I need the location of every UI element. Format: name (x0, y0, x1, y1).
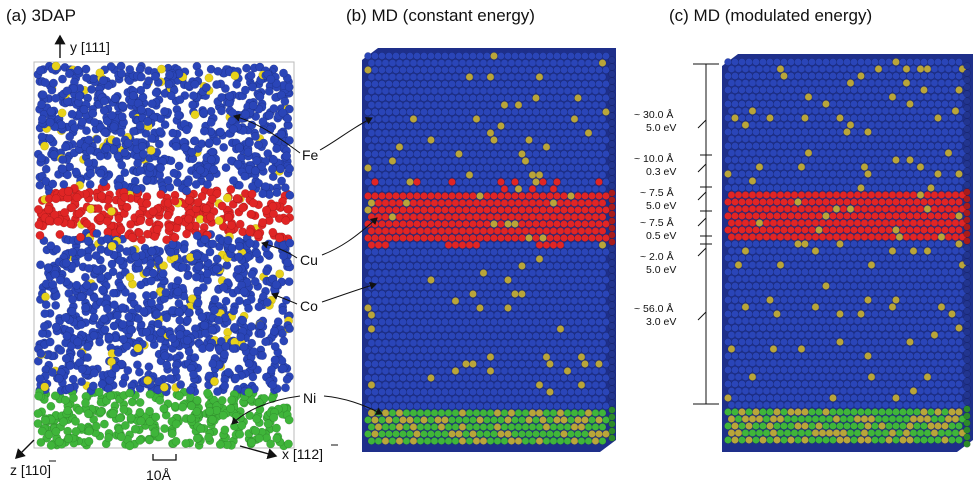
scale-bar-label: 10Å (146, 467, 172, 483)
x-axis-label: x [112] (282, 446, 323, 462)
layer-2-energy: 0.3 eV (646, 166, 676, 178)
layer-5-thickness: ~ 2.0 Å (640, 250, 674, 263)
layer-3-thickness: ~ 7.5 Å (640, 186, 674, 199)
panel-a-title: (a) 3DAP (6, 6, 76, 25)
z-axis-arrow (15, 439, 35, 459)
z-axis-label: z [110] (10, 462, 51, 478)
fe-label: Fe (302, 147, 319, 163)
scale-bar (152, 454, 177, 461)
layer-1-energy: 5.0 eV (646, 122, 676, 134)
panel-c-atom-block (722, 54, 973, 452)
layer-annotations: ~ 30.0 Å 5.0 eV ~ 10.0 Å 0.3 eV ~ 7.5 Å … (634, 108, 676, 328)
panel-c-title: (c) MD (modulated energy) (669, 6, 873, 25)
layer-6-energy: 3.0 eV (646, 316, 676, 328)
layer-3-energy: 5.0 eV (646, 200, 676, 212)
cu-label: Cu (300, 252, 318, 268)
layer-4-thickness: ~ 7.5 Å (640, 216, 674, 229)
layer-6-thickness: ~ 56.0 Å (634, 302, 673, 315)
panel-b-title: (b) MD (constant energy) (346, 6, 535, 25)
panel-a-atom-block (33, 61, 295, 451)
panel-b-atom-block (362, 48, 616, 452)
ni-label: Ni (303, 390, 316, 406)
layer-2-thickness: ~ 10.0 Å (634, 152, 673, 165)
label-leaders (231, 113, 383, 425)
layer-1-thickness: ~ 30.0 Å (634, 108, 673, 121)
layer-5-energy: 5.0 eV (646, 264, 676, 276)
co-label: Co (300, 298, 318, 314)
x-axis-arrow (239, 445, 278, 460)
layer-4-energy: 0.5 eV (646, 230, 676, 242)
layer-dimension-line (693, 63, 719, 405)
y-axis-label: y [111] (70, 39, 110, 55)
